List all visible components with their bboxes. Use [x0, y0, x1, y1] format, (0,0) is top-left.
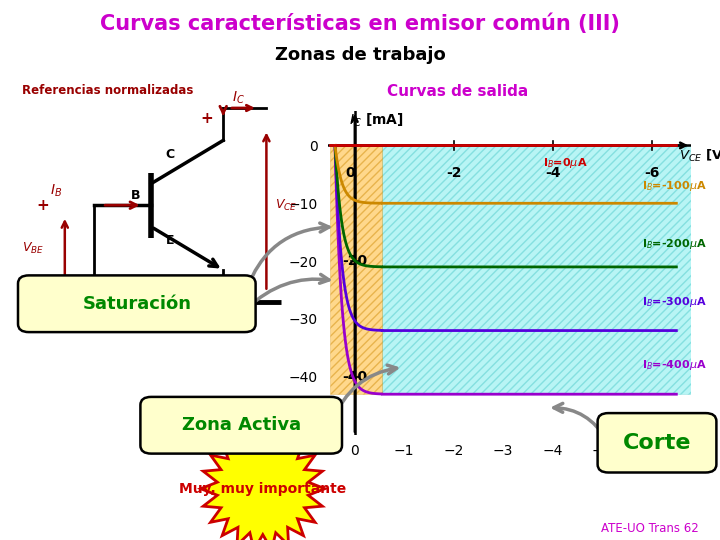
Text: I$_B$=-200$\mu$A: I$_B$=-200$\mu$A	[642, 237, 706, 251]
Text: $I_B$: $I_B$	[50, 183, 63, 199]
Text: -6: -6	[644, 166, 660, 180]
Text: +: +	[200, 111, 213, 126]
Text: $V_{CE}$: $V_{CE}$	[275, 198, 297, 213]
Polygon shape	[330, 145, 382, 394]
Text: Curvas de salida: Curvas de salida	[387, 84, 528, 99]
Text: $V_{BE}$: $V_{BE}$	[22, 241, 44, 256]
Text: $I_C$: $I_C$	[232, 90, 245, 106]
Text: I$_B$=0$\mu$A: I$_B$=0$\mu$A	[543, 156, 588, 170]
Text: Curvas características en emisor común (III): Curvas características en emisor común (…	[100, 14, 620, 34]
Text: I$_B$=-300$\mu$A: I$_B$=-300$\mu$A	[642, 295, 706, 309]
Text: B: B	[131, 188, 140, 202]
Text: -4: -4	[545, 166, 560, 180]
Polygon shape	[382, 145, 691, 394]
Text: +: +	[36, 198, 49, 213]
Text: 0: 0	[345, 166, 355, 180]
Text: Corte: Corte	[623, 433, 691, 453]
Text: C: C	[166, 147, 175, 161]
Text: $V_{CE}$ [V]: $V_{CE}$ [V]	[679, 148, 720, 164]
Text: Zona Activa: Zona Activa	[181, 416, 301, 434]
Text: ATE-UO Trans 62: ATE-UO Trans 62	[600, 522, 698, 535]
Text: -: -	[36, 275, 42, 291]
Text: -: -	[217, 275, 224, 291]
Text: -20: -20	[343, 254, 368, 268]
Text: Referencias normalizadas: Referencias normalizadas	[22, 84, 193, 97]
Text: I$_B$=-100$\mu$A: I$_B$=-100$\mu$A	[642, 179, 706, 193]
Text: -: -	[200, 275, 207, 291]
Text: E: E	[166, 234, 174, 247]
Text: Muy, muy importante: Muy, muy importante	[179, 482, 346, 496]
Text: Zonas de trabajo: Zonas de trabajo	[274, 46, 446, 64]
Text: Saturación: Saturación	[82, 295, 192, 313]
Text: $I_C$ [mA]: $I_C$ [mA]	[349, 112, 404, 129]
Text: I$_B$=-400$\mu$A: I$_B$=-400$\mu$A	[642, 358, 706, 372]
Text: -2: -2	[446, 166, 462, 180]
Text: -40: -40	[343, 370, 368, 384]
